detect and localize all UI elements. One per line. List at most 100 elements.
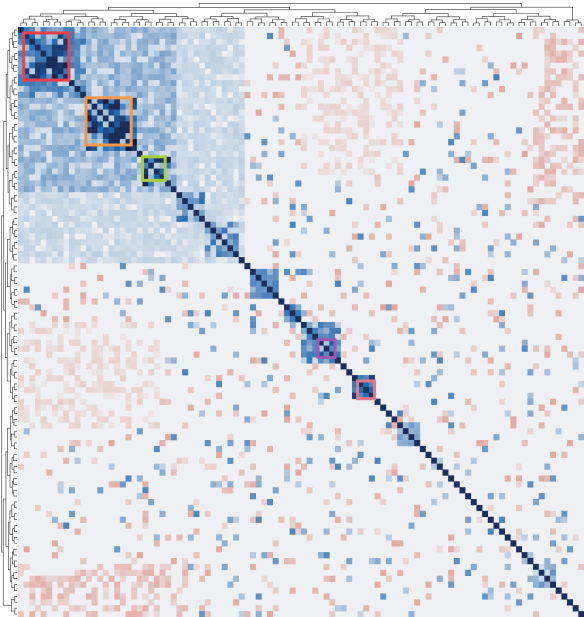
heatmap-cell — [80, 292, 87, 299]
heatmap-cell — [397, 540, 404, 547]
heatmap-cell — [97, 156, 104, 163]
heatmap-cell — [578, 50, 584, 57]
dendrogram-branch — [14, 596, 17, 603]
heatmap-cell — [40, 32, 47, 40]
heatmap-cell — [170, 139, 177, 146]
heatmap-cell — [204, 209, 211, 217]
heatmap-cell — [289, 274, 296, 281]
heatmap-cell — [227, 186, 234, 193]
cluster-highlight-box — [356, 379, 377, 401]
heatmap-cell — [68, 581, 75, 588]
heatmap-cell — [233, 221, 240, 228]
heatmap-cell — [131, 558, 138, 565]
heatmap-cell — [289, 209, 296, 217]
heatmap-cell — [51, 575, 58, 582]
heatmap-cell — [227, 192, 234, 199]
heatmap-cell — [23, 162, 30, 169]
heatmap-cell — [561, 168, 568, 175]
heatmap-cell — [436, 357, 443, 364]
dendrogram-branch — [575, 22, 582, 26]
heatmap-cell — [334, 386, 341, 394]
heatmap-cell — [18, 145, 24, 152]
heatmap-cell — [102, 38, 109, 45]
heatmap-cell — [408, 422, 415, 429]
heatmap-cell — [85, 97, 92, 104]
heatmap-cell — [550, 127, 556, 134]
heatmap-cell — [46, 204, 53, 211]
heatmap-cell — [170, 221, 177, 228]
heatmap-cell — [97, 150, 104, 158]
heatmap-cell — [18, 133, 24, 140]
heatmap-cell — [578, 257, 584, 264]
heatmap-cell — [51, 168, 58, 175]
heatmap-cell — [267, 280, 273, 287]
dendrogram-branch — [371, 21, 378, 26]
heatmap-cell — [51, 127, 58, 134]
dendrogram-branch — [498, 19, 511, 23]
heatmap-cell — [391, 74, 398, 81]
dendrogram-branch — [14, 383, 17, 391]
heatmap-cell — [85, 86, 92, 93]
heatmap-cell — [533, 27, 540, 34]
heatmap-cell — [34, 221, 41, 228]
heatmap-cell — [63, 56, 70, 63]
heatmap-cell — [97, 139, 104, 146]
heatmap-cell — [142, 139, 149, 146]
heatmap-cell — [544, 50, 551, 57]
heatmap-cell — [210, 38, 217, 45]
heatmap-cell — [431, 463, 438, 470]
heatmap-cell — [40, 192, 47, 199]
heatmap-cell — [40, 215, 47, 222]
heatmap-cell — [165, 145, 172, 152]
heatmap-cell — [148, 97, 155, 104]
heatmap-cell — [533, 32, 540, 40]
heatmap-cell — [284, 38, 290, 45]
dendrogram-branch — [13, 324, 17, 332]
heatmap-cell — [329, 127, 336, 134]
heatmap-cell — [63, 327, 70, 335]
heatmap-cell — [227, 516, 234, 523]
heatmap-cell — [221, 127, 228, 134]
heatmap-cell — [63, 127, 70, 134]
heatmap-cell — [46, 233, 53, 240]
heatmap-cell — [57, 227, 64, 234]
heatmap-cell — [91, 139, 98, 146]
heatmap-cell — [159, 469, 166, 476]
heatmap-cell — [74, 357, 81, 364]
heatmap-cell — [216, 257, 223, 264]
heatmap-cell — [34, 345, 41, 352]
heatmap-cell — [317, 392, 324, 399]
heatmap-cell — [102, 192, 109, 199]
heatmap-cell — [176, 74, 183, 81]
heatmap-cell — [148, 168, 155, 175]
heatmap-cell — [176, 457, 183, 464]
heatmap-cell — [295, 316, 302, 323]
heatmap-cell — [414, 434, 421, 441]
heatmap-cell — [419, 80, 426, 87]
heatmap-cell — [131, 27, 138, 34]
heatmap-cell — [182, 133, 189, 140]
dendrogram-branch — [11, 268, 15, 281]
heatmap-cell — [238, 103, 245, 110]
heatmap-cell — [34, 133, 41, 140]
heatmap-cell — [465, 357, 472, 364]
heatmap-cell — [216, 381, 223, 388]
heatmap-cell — [102, 392, 109, 399]
heatmap-cell — [233, 32, 240, 40]
heatmap-cell — [46, 351, 53, 358]
heatmap-cell — [238, 180, 245, 187]
heatmap-cell — [368, 150, 375, 158]
heatmap-cell — [125, 204, 132, 211]
heatmap-cell — [306, 27, 313, 34]
heatmap-cell — [187, 150, 194, 158]
heatmap-cell — [193, 351, 200, 358]
heatmap-cell — [261, 198, 268, 205]
heatmap-cell — [340, 97, 347, 104]
heatmap-cell — [238, 375, 245, 382]
heatmap-cell — [193, 251, 200, 258]
heatmap-cell — [34, 304, 41, 311]
heatmap-cell — [510, 581, 517, 588]
heatmap-cell — [176, 32, 183, 40]
heatmap-cell — [97, 386, 104, 394]
heatmap-cell — [578, 38, 584, 45]
